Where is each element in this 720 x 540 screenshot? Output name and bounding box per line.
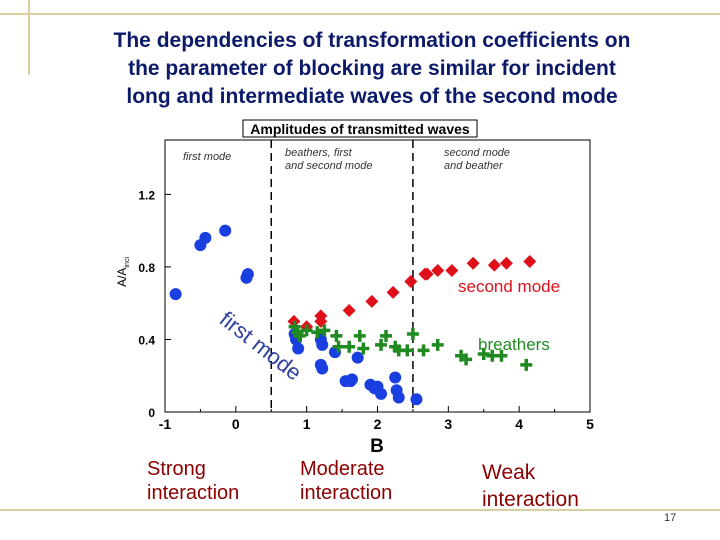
annotation-breathers: breathers bbox=[478, 335, 550, 354]
first-mode-point bbox=[316, 338, 329, 351]
y-axis-label-sub: inci bbox=[124, 257, 131, 268]
second-mode-point bbox=[342, 303, 356, 317]
x-tick-label: -1 bbox=[159, 416, 172, 432]
breather-point bbox=[495, 349, 508, 362]
y-tick-label: 1.2 bbox=[138, 188, 155, 202]
breather-point bbox=[460, 353, 473, 366]
first-mode-point bbox=[375, 387, 388, 400]
slide-title: The dependencies of transformation coeff… bbox=[113, 29, 631, 108]
breather-point bbox=[353, 329, 366, 342]
y-axis-label-main: A/A bbox=[115, 268, 129, 287]
page-number: 17 bbox=[664, 512, 677, 524]
chart-title-box bbox=[242, 119, 478, 138]
second-mode-point bbox=[466, 256, 480, 270]
region-label-line: and second mode bbox=[285, 160, 372, 172]
first-mode-point bbox=[410, 393, 423, 406]
region-label-line: second mode bbox=[444, 147, 510, 159]
annotation-second-mode: second mode bbox=[458, 277, 560, 296]
breather-point bbox=[300, 324, 313, 337]
second-mode-point bbox=[487, 258, 501, 272]
x-axis-ticks: -1 0 1 2 3 4 5 bbox=[159, 406, 594, 432]
x-tick-label: 3 bbox=[444, 416, 452, 432]
breather-point bbox=[406, 328, 419, 341]
first-mode-point bbox=[346, 373, 358, 386]
second-mode-point bbox=[445, 264, 459, 278]
second-mode-point bbox=[420, 267, 434, 281]
x-tick-label: 1 bbox=[303, 416, 311, 432]
second-mode-point bbox=[523, 254, 537, 268]
y-axis-label: A/Ainci bbox=[115, 257, 131, 287]
frame-bottom-line bbox=[0, 509, 720, 511]
first-mode-point bbox=[169, 288, 182, 301]
region-label-right: second mode and beather bbox=[444, 147, 510, 172]
breather-point bbox=[431, 338, 444, 351]
frame-left-line bbox=[28, 0, 30, 75]
x-tick-label: 4 bbox=[515, 416, 523, 432]
breather-point bbox=[293, 329, 306, 342]
region-label-line: and beather bbox=[444, 160, 504, 172]
x-tick-label: 2 bbox=[374, 416, 382, 432]
region-label-first: first mode bbox=[183, 151, 231, 163]
y-tick-label: 0.8 bbox=[138, 261, 155, 275]
y-axis-ticks: 0 0.4 0.8 1.2 bbox=[138, 188, 171, 420]
breather-point bbox=[318, 324, 331, 337]
second-mode-point bbox=[314, 309, 328, 323]
region-dividers bbox=[270, 140, 414, 412]
region-label-middle: beathers, first and second mode bbox=[285, 147, 372, 172]
moderate-interaction-label: Moderate interaction bbox=[300, 458, 393, 504]
first-mode-point bbox=[392, 391, 405, 404]
second-mode-point bbox=[431, 264, 445, 278]
breather-point bbox=[477, 347, 490, 360]
breather-point bbox=[332, 340, 345, 353]
weak-interaction-label: Weak interaction bbox=[482, 461, 579, 511]
plot-area bbox=[164, 139, 591, 413]
breather-point bbox=[311, 326, 324, 339]
x-tick-label: 5 bbox=[586, 416, 594, 432]
second-mode-point bbox=[365, 294, 379, 308]
breather-point bbox=[375, 338, 388, 351]
first-mode-point bbox=[316, 362, 329, 375]
x-axis-label: B bbox=[370, 436, 384, 457]
breather-point bbox=[520, 358, 533, 371]
second-mode-point bbox=[386, 285, 400, 299]
first-mode-point bbox=[351, 351, 364, 364]
strong-interaction-label: Strong interaction bbox=[147, 458, 240, 504]
second-mode-point bbox=[499, 256, 513, 270]
svg-text:A/Ainci: A/Ainci bbox=[115, 257, 131, 287]
breather-point bbox=[401, 344, 414, 357]
breather-point bbox=[330, 329, 343, 342]
first-mode-point bbox=[389, 371, 402, 384]
first-mode-point bbox=[199, 231, 212, 244]
breather-point bbox=[357, 342, 370, 355]
region-label-line: beathers, first bbox=[285, 147, 353, 159]
y-tick-label: 0.4 bbox=[138, 333, 155, 347]
breather-point bbox=[417, 344, 430, 357]
second-mode-point bbox=[404, 274, 418, 288]
frame-top-line bbox=[0, 13, 720, 15]
first-mode-point bbox=[241, 268, 254, 281]
region-label-line: first mode bbox=[183, 151, 231, 163]
x-tick-label: 0 bbox=[232, 416, 240, 432]
first-mode-point bbox=[292, 342, 305, 355]
data-points bbox=[169, 224, 537, 406]
y-tick-label: 0 bbox=[148, 406, 155, 420]
breather-point bbox=[380, 329, 392, 342]
chart-title: Amplitudes of transmitted waves bbox=[250, 121, 470, 137]
breather-point bbox=[343, 340, 356, 353]
first-mode-point bbox=[219, 224, 232, 237]
